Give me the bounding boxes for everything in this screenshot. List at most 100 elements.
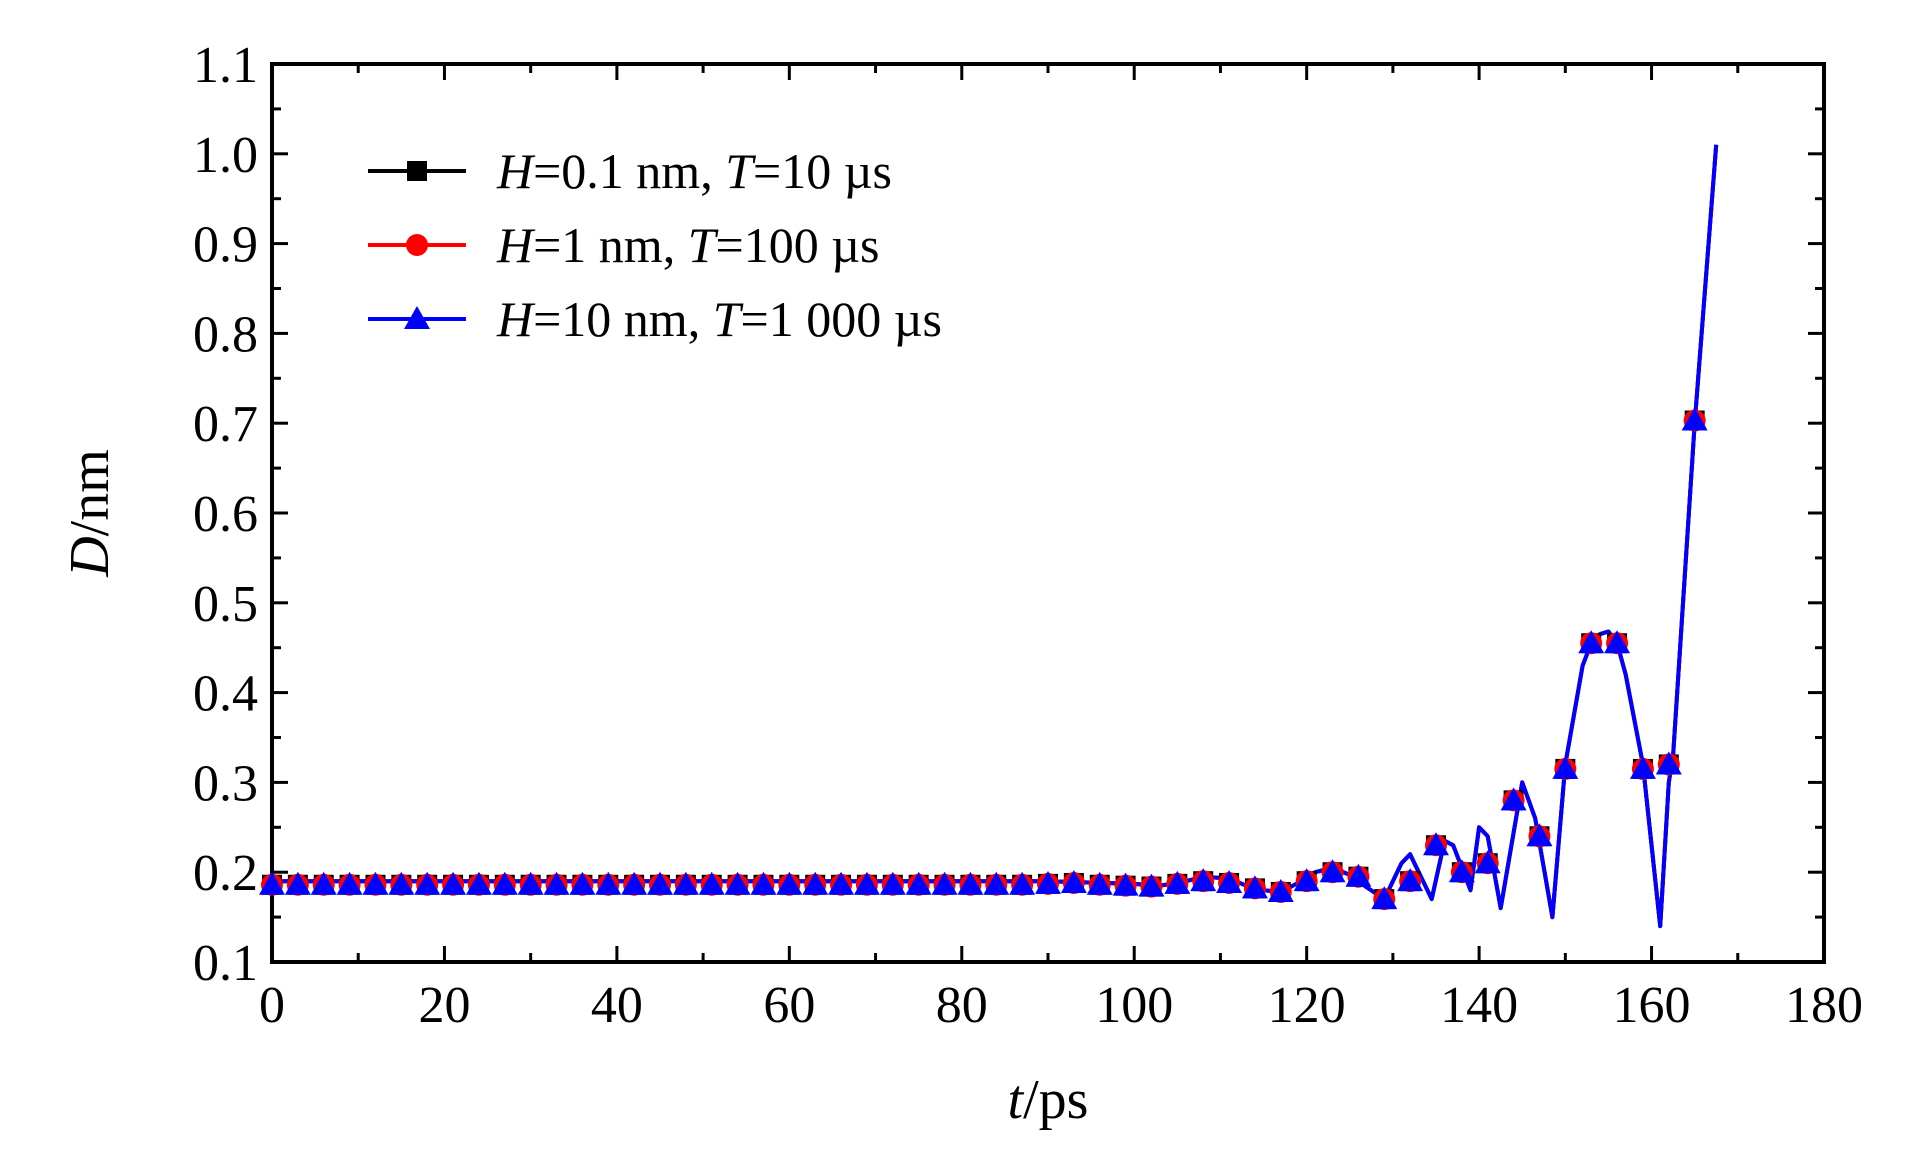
legend-label: H=1 nm, T=100 µs [496, 217, 879, 273]
data-point [1319, 859, 1346, 883]
data-point [1474, 850, 1501, 874]
data-point [1629, 755, 1656, 779]
y-tick-label: 0.2 [193, 845, 258, 902]
data-point [1112, 872, 1139, 896]
data-point [1267, 878, 1294, 902]
y-tick-label: 1.1 [193, 37, 258, 94]
legend-marker [407, 161, 427, 181]
data-point [1552, 755, 1579, 779]
data-point [1190, 868, 1217, 892]
tick-labels: 0 20 40 60 80 100 120 140 160 180 0.1 0.2 0.3 0.4 0.5 0… [193, 37, 1863, 1034]
data-point [517, 871, 544, 895]
data-point [1655, 751, 1682, 775]
y-tick-label: 0.4 [193, 666, 258, 723]
data-point [284, 871, 311, 895]
data-point [388, 871, 415, 895]
series-line [272, 144, 1719, 929]
x-tick-label: 120 [1268, 977, 1346, 1034]
data-point [931, 871, 958, 895]
y-tick-label: 0.3 [193, 755, 258, 812]
legend-entry: H=10 nm, T=1 000 µs [368, 291, 942, 347]
y-tick-label: 0.9 [193, 217, 258, 274]
axis-ticks [270, 62, 1826, 964]
data-point [776, 871, 803, 895]
data-point [1371, 886, 1398, 910]
legend-marker [406, 234, 428, 256]
data-point [362, 871, 389, 895]
y-tick-label: 0.1 [193, 935, 258, 992]
data-point [1578, 630, 1605, 654]
legend-label: H=10 nm, T=1 000 µs [496, 291, 942, 347]
data-point [672, 871, 699, 895]
data-point [1345, 863, 1372, 887]
x-tick-label: 0 [259, 977, 285, 1034]
series-triangle [272, 144, 1719, 929]
legend-marker [404, 306, 430, 329]
y-tick-label: 1.0 [193, 127, 258, 184]
data-point [983, 871, 1010, 895]
x-tick-label: 40 [591, 977, 643, 1034]
y-axis-title: D/nm [59, 449, 121, 578]
data-point [1423, 832, 1449, 856]
data-point [414, 871, 441, 895]
data-point [879, 871, 906, 895]
series-line [272, 144, 1719, 929]
x-tick-label: 140 [1440, 977, 1518, 1034]
data-point [828, 871, 855, 895]
data-point [724, 871, 751, 895]
data-point [491, 871, 518, 895]
data-point [905, 871, 932, 895]
data-point [698, 871, 725, 895]
x-tick-label: 60 [763, 977, 815, 1034]
series-circle [272, 144, 1719, 929]
data-point [1086, 871, 1113, 895]
x-axis-title: t/ps [1008, 1069, 1089, 1131]
data-point [1397, 868, 1424, 892]
data-point [1216, 869, 1243, 893]
legend-label: H=0.1 nm, T=10 µs [496, 143, 892, 199]
data-point [853, 871, 880, 895]
data-point [750, 871, 777, 895]
data-point [259, 871, 285, 895]
data-point [1293, 868, 1320, 892]
data-point [1681, 407, 1708, 431]
legend-entry: H=0.1 nm, T=10 µs [368, 143, 892, 199]
series-square [272, 144, 1719, 929]
legend: H=0.1 nm, T=10 µs H=1 nm, T=100 µs H=10 nm… [368, 143, 942, 347]
data-point [1448, 859, 1475, 883]
data-point [1526, 823, 1553, 847]
data-point [1604, 630, 1631, 654]
series-line [272, 144, 1719, 929]
x-tick-label: 180 [1785, 977, 1863, 1034]
data-point [1035, 870, 1061, 894]
y-tick-label: 0.8 [193, 306, 258, 363]
data-point [310, 871, 337, 895]
x-tick-label: 100 [1095, 977, 1173, 1034]
data-point [1138, 873, 1165, 897]
series-markers-triangle [259, 407, 1708, 910]
x-tick-label: 160 [1613, 977, 1691, 1034]
y-tick-label: 0.7 [193, 396, 258, 453]
data-point [1009, 871, 1036, 895]
data-point [647, 871, 673, 895]
data-point [1241, 875, 1268, 899]
data-point [621, 871, 648, 895]
x-tick-label: 80 [936, 977, 988, 1034]
legend-entry: H=1 nm, T=100 µs [368, 217, 879, 273]
data-point [1164, 870, 1191, 894]
data-point [1060, 869, 1087, 893]
data-point [957, 871, 984, 895]
y-tick-label: 0.6 [193, 486, 258, 543]
data-point [543, 871, 570, 895]
data-point [336, 871, 363, 895]
data-point [802, 871, 829, 895]
data-point [440, 871, 467, 895]
data-point [465, 871, 492, 895]
x-tick-label: 20 [418, 977, 470, 1034]
data-point [569, 871, 596, 895]
series-layer [259, 144, 1719, 929]
y-tick-label: 0.5 [193, 576, 258, 633]
data-point [595, 871, 622, 895]
data-point [1500, 787, 1527, 811]
